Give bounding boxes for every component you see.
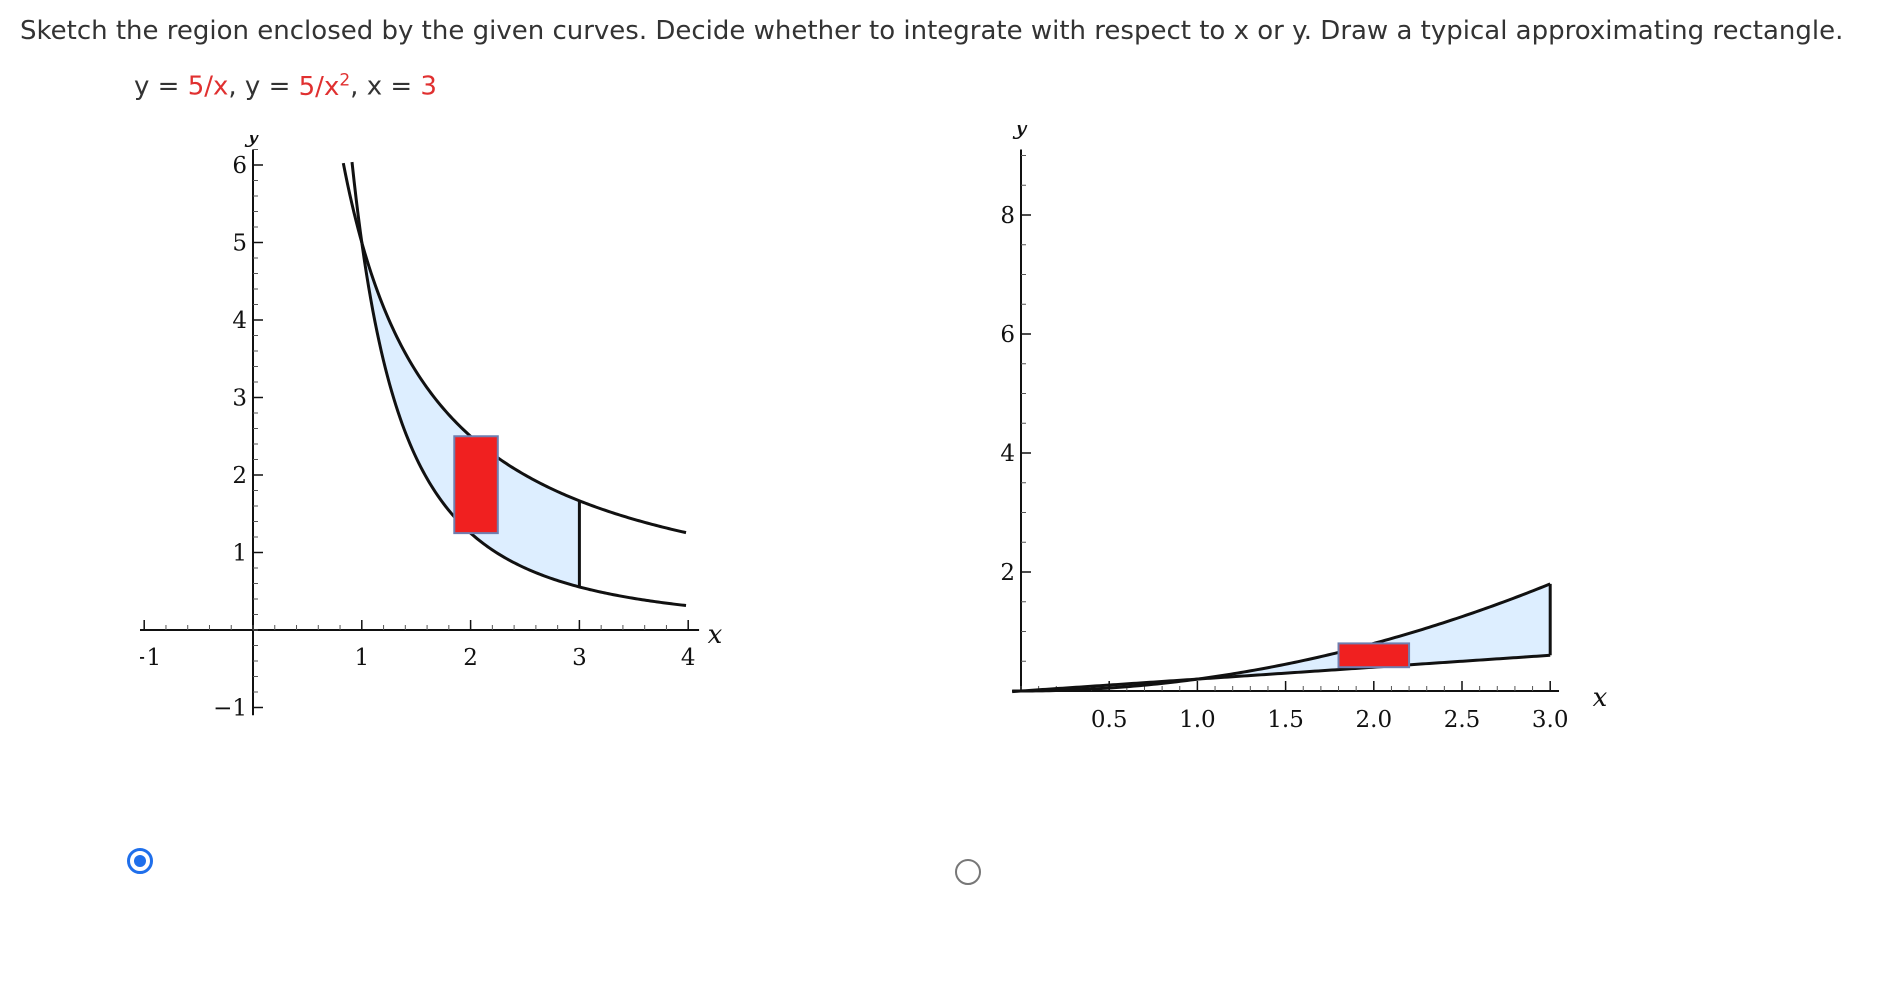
graph-b-curve-2 [1012,653,1551,694]
graph-a-x-tick-label: 4 [681,645,696,671]
graph-a-y-tick-label: 5 [232,231,247,257]
graph-a-y-tick-label: 1 [232,541,247,567]
graph-a-approx-rectangle [453,435,499,535]
graph-b-x-tick-label: 2.0 [1356,707,1393,733]
graph-b-approx-rectangle [1337,642,1411,669]
eq-y2-exponent: 2 [339,70,351,90]
eq-y1-value: 5/x [187,71,229,102]
graph-b-x-tick-label: 3.0 [1532,707,1569,733]
graph-b-x-tick-label: 1.5 [1267,707,1304,733]
graph-a-y-tick-label: −1 [213,696,247,722]
graph-a-y-tick-label: 3 [232,386,247,412]
graph-b-x-tick-label: 2.5 [1444,707,1481,733]
graph-b-y-axis-label: y [1013,125,1029,140]
graph-a-y-tick-label: 6 [232,153,247,179]
radio-option-b[interactable] [955,859,981,885]
graph-a-curve-2 [350,161,687,608]
graph-b-x-tick-label: 1.0 [1179,707,1216,733]
graph-a-svg: −1 1 2 3 4 −1 1 2 3 4 5 6 x y [140,135,723,722]
graph-b-x-tick-label: 0.5 [1091,707,1128,733]
graph-option-a: −1 1 2 3 4 −1 1 2 3 4 5 6 x y [140,135,880,875]
eq-y1-prefix: y = [134,71,188,102]
radio-option-a[interactable] [127,848,153,874]
graph-option-b: 0.5 1.0 1.5 2.0 2.5 3.0 2 4 6 8 x y [930,125,1710,885]
graph-b-region [1197,583,1551,680]
graph-a-x-tick-label: 3 [572,645,587,671]
graph-a-curve-1 [341,162,687,535]
eq-x-value: 3 [420,71,437,102]
graph-a-x-tick-label: 1 [354,645,369,671]
graph-b-svg: 0.5 1.0 1.5 2.0 2.5 3.0 2 4 6 8 x y [1000,125,1608,733]
graph-a-y-tick-label: 4 [232,308,247,334]
graph-b-y-tick-label: 2 [1000,560,1015,586]
graph-a-region [361,242,580,587]
graph-b-x-axis-label: x [1593,683,1608,713]
graph-b-y-tick-label: 8 [1000,203,1015,229]
graph-a-y-axis-label: y [245,135,261,148]
graph-a-x-tick-label: 2 [463,645,478,671]
eq-y2-value: 5/x2 [298,70,351,102]
graph-a-x-axis-label: x [708,620,723,650]
graph-b-curve-1 [1012,582,1551,693]
eq-sep1: , y = [228,71,299,102]
graph-a-x-tick-label: −1 [140,645,161,671]
curve-equations: y = 5/x, y = 5/x2, x = 3 [134,70,437,102]
question-text: Sketch the region enclosed by the given … [20,16,1844,46]
graph-a-y-tick-label: 2 [232,463,247,489]
graph-b-y-tick-label: 6 [1000,322,1015,348]
graph-b-y-tick-label: 4 [1000,441,1015,467]
eq-sep2: , x = [350,71,421,102]
